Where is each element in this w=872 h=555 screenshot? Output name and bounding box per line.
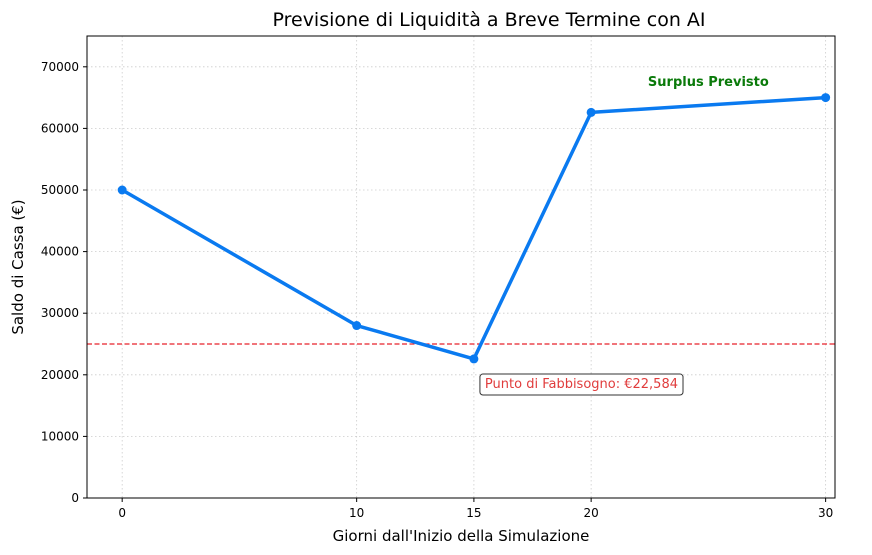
y-ticks: 0 10000 20000 30000 40000 50000 60000 70000 [41,60,87,505]
fabbisogno-box [479,373,684,396]
y-tick-label: 70000 [41,60,79,74]
data-point [117,185,127,195]
y-tick-label: 50000 [41,183,79,197]
x-tick-label: 0 [118,506,126,520]
plot-area [86,35,836,499]
data-point [352,321,362,331]
x-tick-label: 20 [583,506,598,520]
data-point [821,93,831,103]
y-tick-label: 60000 [41,121,79,135]
y-tick-label: 40000 [41,245,79,259]
data-point [586,107,596,117]
y-tick-label: 20000 [41,368,79,382]
x-tick-label: 15 [466,506,481,520]
annotations: Surplus Previsto Punto di Fabbisogno: €22… [479,75,769,396]
y-tick-label: 30000 [41,306,79,320]
fabbisogno-annotation: Punto di Fabbisogno: €22,584 [485,377,678,392]
surplus-annotation: Surplus Previsto [648,75,769,90]
x-tick-label: 30 [818,506,833,520]
x-ticks: 0 10 15 20 30 [118,498,833,520]
x-tick-label: 10 [349,506,364,520]
y-axis-label: Saldo di Cassa (€) [9,199,27,334]
series-layer [117,93,831,364]
data-point [469,354,479,364]
y-tick-label: 0 [71,491,79,505]
x-axis-label: Giorni dall'Inizio della Simulazione [333,527,590,545]
y-tick-label: 10000 [41,429,79,443]
chart-title: Previsione di Liquidità a Breve Termine … [272,9,705,31]
